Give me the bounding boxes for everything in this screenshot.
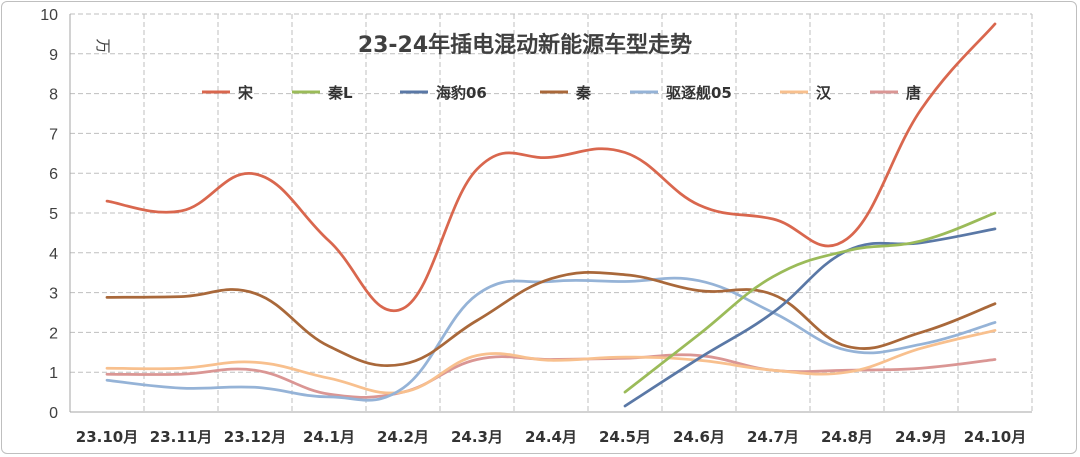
chart-title: 23-24年插电混动新能源车型走势 xyxy=(358,32,692,58)
x-axis: 23.10月 23.11月 23.12月 24.1月 24.2月 24.3月 24.4月 24… xyxy=(76,428,1026,446)
x-tick-label: 24.3月 xyxy=(451,428,503,446)
legend-label: 海豹06 xyxy=(436,84,487,102)
series-lines xyxy=(105,22,997,408)
x-tick-label: 24.9月 xyxy=(895,428,947,446)
y-tick-label: 0 xyxy=(49,405,58,422)
x-tick-label: 24.6月 xyxy=(673,428,725,446)
x-tick-label: 24.8月 xyxy=(821,428,873,446)
y-axis: 0 1 2 3 4 5 6 7 8 9 10 xyxy=(40,7,58,422)
legend-label: 汉 xyxy=(816,84,832,102)
x-tick-label: 23.11月 xyxy=(150,428,212,446)
y-tick-label: 6 xyxy=(49,166,58,183)
x-tick-label: 24.1月 xyxy=(303,428,355,446)
y-tick-label: 1 xyxy=(49,365,58,382)
series-line-1 xyxy=(623,211,997,394)
legend-label: 秦 xyxy=(575,84,592,102)
x-tick-label: 24.5月 xyxy=(599,428,651,446)
series-line-3 xyxy=(105,270,997,368)
series-line-2 xyxy=(623,227,997,408)
y-tick-label: 4 xyxy=(49,246,58,263)
legend: 宋 秦L 海豹06 秦 驱逐舰05 汉 唐 xyxy=(202,84,921,102)
series-line-0 xyxy=(105,22,997,313)
y-tick-label: 5 xyxy=(49,206,58,223)
y-tick-label: 9 xyxy=(49,47,58,64)
series-line-5 xyxy=(105,329,997,395)
y-tick-label: 2 xyxy=(49,325,58,342)
x-tick-label: 24.2月 xyxy=(377,428,429,446)
unit-label: 万 xyxy=(94,38,112,53)
y-tick-label: 8 xyxy=(49,87,58,104)
y-tick-label: 3 xyxy=(49,286,58,303)
y-tick-label: 10 xyxy=(40,7,58,24)
legend-label: 唐 xyxy=(906,84,921,102)
x-tick-label: 24.4月 xyxy=(525,428,577,446)
x-tick-label: 23.12月 xyxy=(224,428,286,446)
x-tick-label: 23.10月 xyxy=(76,428,138,446)
legend-label: 驱逐舰05 xyxy=(666,84,732,102)
legend-label: 秦L xyxy=(327,84,353,102)
series-line-4 xyxy=(105,276,997,402)
x-tick-label: 24.10月 xyxy=(964,428,1026,446)
y-tick-label: 7 xyxy=(49,126,58,143)
legend-label: 宋 xyxy=(237,84,254,102)
x-tick-label: 24.7月 xyxy=(747,428,799,446)
